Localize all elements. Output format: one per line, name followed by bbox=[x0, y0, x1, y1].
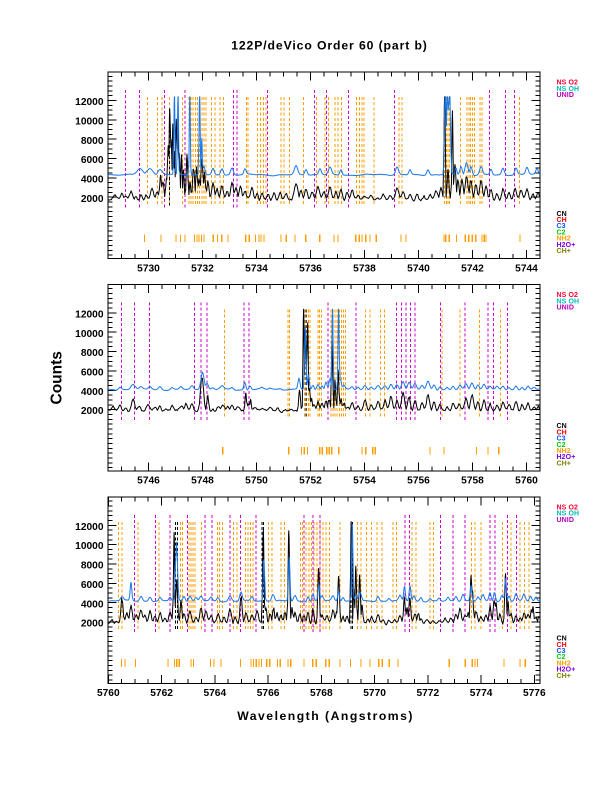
svg-text:5736: 5736 bbox=[299, 263, 322, 274]
svg-text:C3: C3 bbox=[557, 223, 566, 230]
svg-text:10000: 10000 bbox=[75, 116, 104, 127]
svg-text:H2O+: H2O+ bbox=[557, 667, 576, 674]
svg-text:NS O2: NS O2 bbox=[557, 504, 579, 511]
svg-text:NS OH: NS OH bbox=[557, 298, 580, 305]
svg-text:NH2: NH2 bbox=[557, 236, 571, 243]
svg-text:5742: 5742 bbox=[461, 263, 484, 274]
svg-text:5764: 5764 bbox=[203, 688, 226, 699]
svg-text:8000: 8000 bbox=[81, 136, 104, 147]
svg-text:5770: 5770 bbox=[363, 688, 386, 699]
svg-text:5776: 5776 bbox=[523, 688, 546, 699]
svg-text:2000: 2000 bbox=[81, 194, 104, 205]
svg-text:5732: 5732 bbox=[191, 263, 214, 274]
svg-text:122P/deVico Order 60 (part b): 122P/deVico Order 60 (part b) bbox=[231, 39, 428, 53]
svg-text:5748: 5748 bbox=[191, 476, 214, 487]
svg-text:5738: 5738 bbox=[353, 263, 376, 274]
svg-text:C3: C3 bbox=[557, 436, 566, 443]
svg-text:NH2: NH2 bbox=[557, 660, 571, 667]
svg-text:H2O+: H2O+ bbox=[557, 242, 576, 249]
svg-text:C3: C3 bbox=[557, 648, 566, 655]
svg-text:10000: 10000 bbox=[75, 329, 104, 340]
svg-text:4000: 4000 bbox=[81, 599, 104, 610]
svg-text:5730: 5730 bbox=[137, 263, 160, 274]
svg-text:CH+: CH+ bbox=[557, 248, 572, 255]
svg-text:H2O+: H2O+ bbox=[557, 454, 576, 461]
svg-text:NS O2: NS O2 bbox=[557, 292, 579, 299]
svg-text:12000: 12000 bbox=[75, 97, 104, 108]
svg-text:NS OH: NS OH bbox=[557, 86, 580, 93]
svg-text:5762: 5762 bbox=[150, 688, 173, 699]
svg-text:10000: 10000 bbox=[75, 541, 104, 552]
svg-text:UNID: UNID bbox=[557, 517, 575, 524]
svg-text:5754: 5754 bbox=[353, 476, 376, 487]
svg-text:UNID: UNID bbox=[557, 305, 575, 312]
svg-text:6000: 6000 bbox=[81, 368, 104, 379]
svg-text:Wavelength (Angstroms): Wavelength (Angstroms) bbox=[237, 709, 414, 723]
svg-text:CH: CH bbox=[557, 217, 567, 224]
svg-text:5760: 5760 bbox=[515, 476, 538, 487]
svg-text:6000: 6000 bbox=[81, 580, 104, 591]
svg-text:4000: 4000 bbox=[81, 387, 104, 398]
svg-text:5740: 5740 bbox=[407, 263, 430, 274]
svg-text:CH: CH bbox=[557, 642, 567, 649]
svg-text:NS OH: NS OH bbox=[557, 511, 580, 518]
svg-text:5766: 5766 bbox=[257, 688, 280, 699]
svg-text:5774: 5774 bbox=[470, 688, 493, 699]
svg-text:5750: 5750 bbox=[245, 476, 268, 487]
svg-text:UNID: UNID bbox=[557, 92, 575, 99]
svg-text:5752: 5752 bbox=[299, 476, 322, 487]
svg-text:2000: 2000 bbox=[81, 406, 104, 417]
svg-text:12000: 12000 bbox=[75, 310, 104, 321]
svg-text:5746: 5746 bbox=[137, 476, 160, 487]
svg-text:C2: C2 bbox=[557, 229, 566, 236]
svg-text:NS O2: NS O2 bbox=[557, 80, 579, 87]
svg-text:CN: CN bbox=[557, 423, 567, 430]
svg-text:C2: C2 bbox=[557, 654, 566, 661]
svg-text:C2: C2 bbox=[557, 442, 566, 449]
svg-text:5734: 5734 bbox=[245, 263, 268, 274]
svg-text:CH+: CH+ bbox=[557, 673, 572, 680]
svg-text:8000: 8000 bbox=[81, 348, 104, 359]
svg-text:5756: 5756 bbox=[407, 476, 430, 487]
svg-text:CN: CN bbox=[557, 211, 567, 218]
svg-text:NH2: NH2 bbox=[557, 448, 571, 455]
svg-text:CN: CN bbox=[557, 636, 567, 643]
svg-text:4000: 4000 bbox=[81, 175, 104, 186]
svg-text:5758: 5758 bbox=[461, 476, 484, 487]
svg-text:5772: 5772 bbox=[416, 688, 439, 699]
svg-text:5760: 5760 bbox=[97, 688, 120, 699]
svg-text:8000: 8000 bbox=[81, 561, 104, 572]
svg-text:CH+: CH+ bbox=[557, 460, 572, 467]
svg-text:2000: 2000 bbox=[81, 619, 104, 630]
svg-text:5768: 5768 bbox=[310, 688, 333, 699]
svg-text:CH: CH bbox=[557, 429, 567, 436]
svg-text:6000: 6000 bbox=[81, 155, 104, 166]
svg-text:Counts: Counts bbox=[49, 351, 66, 404]
svg-text:12000: 12000 bbox=[75, 522, 104, 533]
svg-text:5744: 5744 bbox=[515, 263, 538, 274]
